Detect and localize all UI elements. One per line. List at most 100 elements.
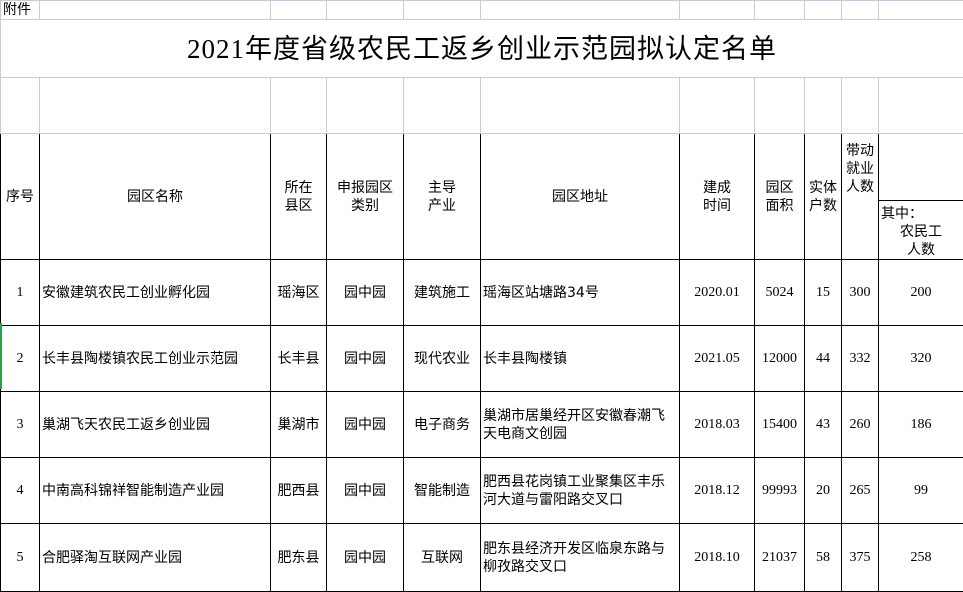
cell-category[interactable]: 园中园 [327,326,404,392]
cell-name[interactable]: 巢湖飞天农民工返乡创业园 [40,392,271,458]
cell-employment[interactable]: 375 [842,524,879,592]
cell[interactable] [879,78,963,134]
cell[interactable] [481,1,680,20]
cell-employment[interactable]: 260 [842,392,879,458]
cell[interactable] [40,1,271,20]
cell-name[interactable]: 合肥驿淘互联网产业园 [40,524,271,592]
cell-category[interactable]: 园中园 [327,458,404,524]
cell-industry[interactable]: 现代农业 [404,326,481,392]
cell-industry[interactable]: 建筑施工 [404,260,481,326]
cell-industry[interactable]: 互联网 [404,524,481,592]
cell-migrant[interactable]: 186 [879,392,963,458]
cell-county[interactable]: 肥西县 [271,458,327,524]
cell-industry[interactable]: 电子商务 [404,392,481,458]
cell-entities[interactable]: 58 [805,524,842,592]
cell[interactable] [481,78,680,134]
cell[interactable] [879,1,963,20]
cell-migrant[interactable]: 99 [879,458,963,524]
cell[interactable] [755,1,805,20]
cell[interactable] [1,78,40,134]
cell-name[interactable]: 中南高科锦祥智能制造产业园 [40,458,271,524]
cell[interactable] [755,78,805,134]
page-title[interactable]: 2021年度省级农民工返乡创业示范园拟认定名单 [1,20,963,78]
header-row: 序号 园区名称 所在县区 申报园区类别 主导产业 园区地址 建成时间 园区面积 … [1,134,963,260]
header-address[interactable]: 园区地址 [481,134,680,260]
cell-address[interactable]: 瑶海区站塘路34号 [481,260,680,326]
cell-built[interactable]: 2021.05 [680,326,755,392]
header-category[interactable]: 申报园区类别 [327,134,404,260]
cell[interactable] [327,78,404,134]
header-migrant[interactable]: 其中： 农民工 人数 [879,134,963,260]
cell-entities[interactable]: 15 [805,260,842,326]
attachment-label[interactable]: 附件 [1,1,40,20]
cell[interactable] [271,1,327,20]
header-entities[interactable]: 实体户数 [805,134,842,260]
cell-area[interactable]: 21037 [755,524,805,592]
cell-entities[interactable]: 20 [805,458,842,524]
cell-name[interactable]: 安徽建筑农民工创业孵化园 [40,260,271,326]
cell-county[interactable]: 长丰县 [271,326,327,392]
cell-employment[interactable]: 332 [842,326,879,392]
header-industry[interactable]: 主导产业 [404,134,481,260]
cell-seq[interactable]: 4 [1,458,40,524]
header-employment[interactable]: 带动就业人数 [842,134,879,260]
cell[interactable] [805,1,842,20]
cell-county[interactable]: 瑶海区 [271,260,327,326]
header-migrant-line1: 其中： [881,205,961,223]
cell-address[interactable]: 肥西县花岗镇工业聚集区丰乐河大道与雷阳路交叉口 [481,458,680,524]
cell-category[interactable]: 园中园 [327,260,404,326]
cell-county[interactable]: 巢湖市 [271,392,327,458]
cell-employment[interactable]: 300 [842,260,879,326]
cell-migrant[interactable]: 320 [879,326,963,392]
cell[interactable] [842,1,879,20]
cell-area[interactable]: 15400 [755,392,805,458]
cell[interactable] [271,78,327,134]
cell-seq[interactable]: 5 [1,524,40,592]
cell-built[interactable]: 2020.01 [680,260,755,326]
cell-industry[interactable]: 智能制造 [404,458,481,524]
cell-entities[interactable]: 43 [805,392,842,458]
cell[interactable] [680,78,755,134]
cell-migrant[interactable]: 258 [879,524,963,592]
cell-address[interactable]: 长丰县陶楼镇 [481,326,680,392]
cell-name[interactable]: 长丰县陶楼镇农民工创业示范园 [40,326,271,392]
header-county[interactable]: 所在县区 [271,134,327,260]
cell[interactable] [404,1,481,20]
cell[interactable] [680,1,755,20]
cell-county[interactable]: 肥东县 [271,524,327,592]
cell-built[interactable]: 2018.10 [680,524,755,592]
row-selection-marker [0,323,2,389]
cell[interactable] [404,78,481,134]
cell-employment[interactable]: 265 [842,458,879,524]
cell[interactable] [40,78,271,134]
cell-migrant[interactable]: 200 [879,260,963,326]
cell-category[interactable]: 园中园 [327,524,404,592]
cell[interactable] [805,78,842,134]
header-migrant-line2: 农民工 [881,223,961,241]
cell-built[interactable]: 2018.12 [680,458,755,524]
cell[interactable] [327,1,404,20]
cell-area[interactable]: 5024 [755,260,805,326]
header-seq[interactable]: 序号 [1,134,40,260]
cell-built[interactable]: 2018.03 [680,392,755,458]
cell-address[interactable]: 肥东县经济开发区临泉东路与柳孜路交叉口 [481,524,680,592]
cell[interactable] [842,78,879,134]
cell-seq[interactable]: 1 [1,260,40,326]
cell-entities[interactable]: 44 [805,326,842,392]
cell-seq[interactable]: 2 [1,326,40,392]
header-migrant-line3: 人数 [881,241,961,259]
header-area[interactable]: 园区面积 [755,134,805,260]
header-name[interactable]: 园区名称 [40,134,271,260]
cell-seq[interactable]: 3 [1,392,40,458]
cell-area[interactable]: 12000 [755,326,805,392]
cell-category[interactable]: 园中园 [327,392,404,458]
cell-address[interactable]: 巢湖市居巢经开区安徽春潮飞天电商文创园 [481,392,680,458]
header-built[interactable]: 建成时间 [680,134,755,260]
cell-area[interactable]: 99993 [755,458,805,524]
